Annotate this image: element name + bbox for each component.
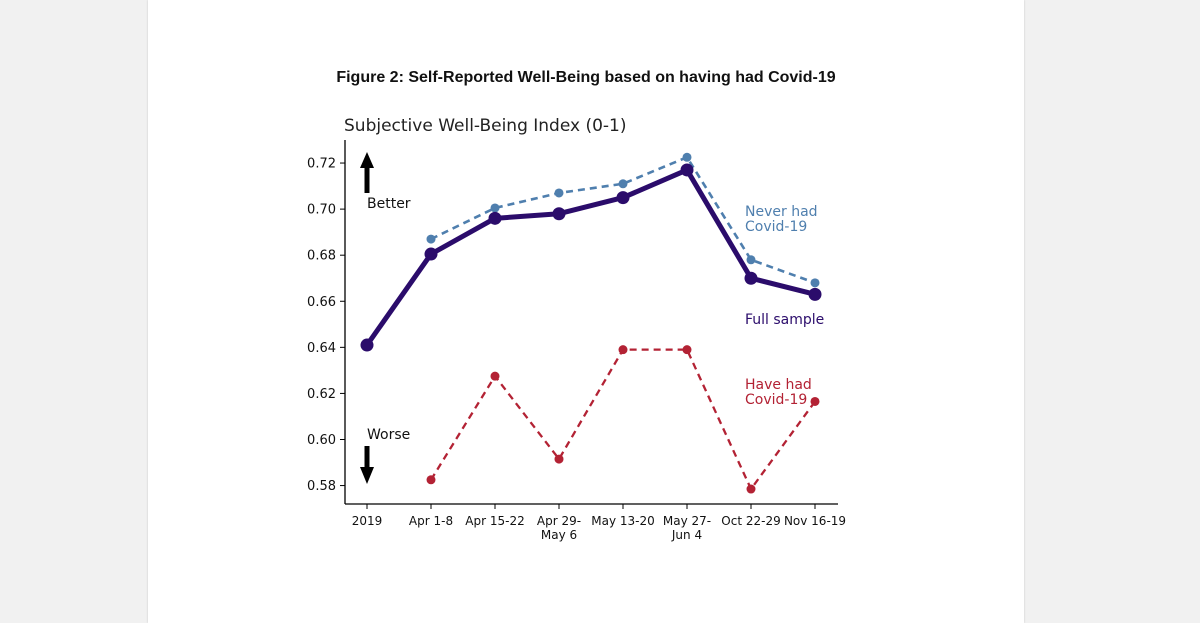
x-tick-label: Apr 15-22: [465, 514, 524, 528]
chart-title: Subjective Well-Being Index (0-1): [344, 116, 627, 136]
x-tick-label-line: Jun 4: [671, 528, 702, 542]
data-point: [810, 278, 820, 288]
x-tick-label-line: May 13-20: [591, 514, 655, 528]
annotations: Better Worse Never had Covid-19 Full sam…: [360, 152, 824, 484]
x-tick-label-line: Oct 22-29: [721, 514, 780, 528]
data-point: [488, 211, 502, 225]
y-axis-ticks: 0.58 0.60 0.62 0.64 0.66 0.68 0.70 0.72: [307, 157, 345, 494]
worse-label: Worse: [367, 427, 410, 443]
data-point: [426, 475, 436, 485]
x-tick-label: Apr 1-8: [409, 514, 453, 528]
data-point: [680, 163, 694, 177]
series-line: [364, 167, 816, 347]
data-point: [424, 247, 438, 261]
data-point: [618, 345, 628, 355]
x-tick-label: May 27-Jun 4: [663, 514, 711, 542]
data-point: [746, 484, 756, 494]
series-line: [430, 348, 816, 491]
data-point: [682, 152, 692, 162]
data-point: [554, 188, 564, 198]
series-1: [360, 163, 822, 352]
data-point: [744, 271, 758, 285]
chart-axes: [344, 140, 838, 505]
y-tick-label: 0.60: [307, 433, 336, 448]
data-point: [810, 396, 820, 406]
data-point: [490, 371, 500, 381]
x-tick-label-line: Apr 1-8: [409, 514, 453, 528]
data-point: [552, 207, 566, 221]
x-tick-label-line: 2019: [352, 514, 383, 528]
document-page: [148, 0, 1024, 623]
x-tick-label-line: May 6: [541, 528, 577, 542]
series-2: [426, 345, 820, 494]
data-point: [682, 345, 692, 355]
figure-title: Figure 2: Self-Reported Well-Being based…: [336, 69, 836, 86]
data-point: [490, 203, 500, 213]
series-label-have-line2: Covid-19: [745, 392, 807, 408]
data-point: [554, 454, 564, 464]
y-tick-label: 0.62: [307, 387, 336, 402]
series-label-have-line1: Have had: [745, 377, 812, 393]
x-tick-label-line: Nov 16-19: [784, 514, 846, 528]
series-layer: [360, 152, 822, 494]
series-label-never-line1: Never had: [745, 204, 818, 220]
series-label-have: Have had Covid-19: [745, 377, 816, 408]
x-tick-label: Nov 16-19: [784, 514, 846, 528]
y-tick-label: 0.64: [307, 341, 336, 356]
series-0: [426, 152, 820, 288]
data-point: [746, 255, 756, 265]
data-point: [616, 191, 630, 205]
series-label-full: Full sample: [745, 312, 824, 328]
better-arrow-icon: [360, 152, 374, 193]
x-tick-label: 2019: [352, 514, 383, 528]
worse-arrow-icon: [360, 446, 374, 484]
x-tick-label: Apr 29-May 6: [537, 514, 581, 542]
data-point: [426, 234, 436, 244]
x-axis-ticks: 2019 Apr 1-8 Apr 15-22 Apr 29-May 6 May 13-2…: [352, 504, 846, 542]
data-point: [360, 338, 374, 352]
x-tick-label: Oct 22-29: [721, 514, 780, 528]
x-tick-label-line: May 27-: [663, 514, 711, 528]
data-point: [808, 287, 822, 301]
y-tick-label: 0.70: [307, 203, 336, 218]
y-tick-label: 0.68: [307, 249, 336, 264]
better-label: Better: [367, 196, 411, 212]
x-tick-label: May 13-20: [591, 514, 655, 528]
data-point: [618, 179, 628, 189]
x-tick-label-line: Apr 15-22: [465, 514, 524, 528]
y-tick-label: 0.58: [307, 479, 336, 494]
series-label-never-line2: Covid-19: [745, 219, 807, 235]
x-tick-label-line: Apr 29-: [537, 514, 581, 528]
y-tick-label: 0.66: [307, 295, 336, 310]
series-label-never: Never had Covid-19: [745, 204, 822, 235]
y-tick-label: 0.72: [307, 157, 336, 172]
